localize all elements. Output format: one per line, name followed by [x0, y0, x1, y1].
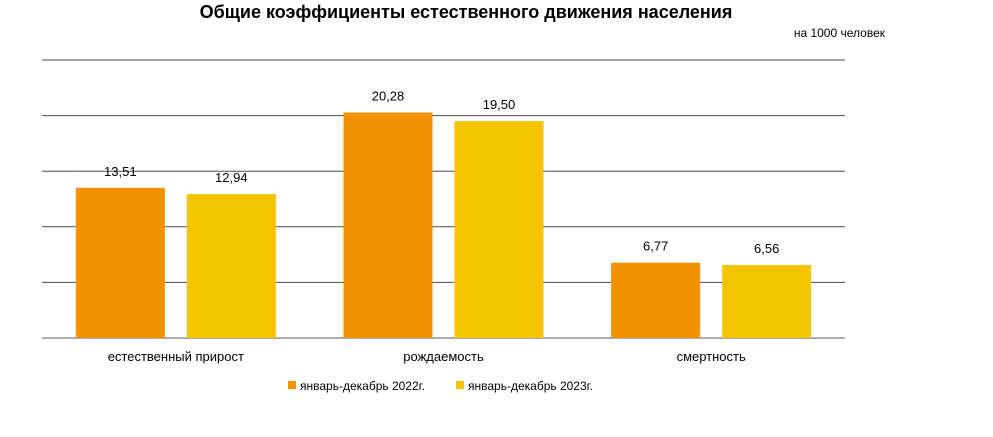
bar	[454, 121, 544, 338]
bar	[611, 262, 701, 338]
x-tick-label: рождаемость	[403, 349, 484, 364]
data-label: 13,51	[104, 164, 137, 179]
data-label: 20,28	[372, 88, 405, 103]
legend-swatch	[456, 381, 464, 389]
value-labels: 13,51 12,94 20,28 19,50 6,77 6,56	[104, 88, 779, 256]
data-label: 6,77	[643, 239, 668, 254]
bars	[75, 112, 812, 339]
chart-title: Общие коэффициенты естественного движени…	[200, 2, 733, 22]
unit-note: на 1000 человек	[794, 26, 886, 40]
data-label: 12,94	[215, 170, 248, 185]
bar	[186, 194, 276, 338]
x-tick-label: естественный прирост	[108, 349, 244, 364]
legend-label: январь-декабрь 2023г.	[468, 379, 593, 393]
bar	[343, 112, 433, 339]
legend: январь-декабрь 2022г. январь-декабрь 2023…	[288, 379, 593, 393]
bar	[75, 187, 165, 338]
legend-swatch	[288, 381, 296, 389]
gridlines	[42, 59, 845, 339]
x-tick-label: смертность	[677, 349, 746, 364]
data-label: 6,56	[754, 241, 779, 256]
bar	[722, 265, 812, 338]
data-label: 19,50	[483, 97, 516, 112]
category-labels: естественный прирост рождаемость смертност…	[108, 349, 746, 364]
legend-label: январь-декабрь 2022г.	[300, 379, 425, 393]
